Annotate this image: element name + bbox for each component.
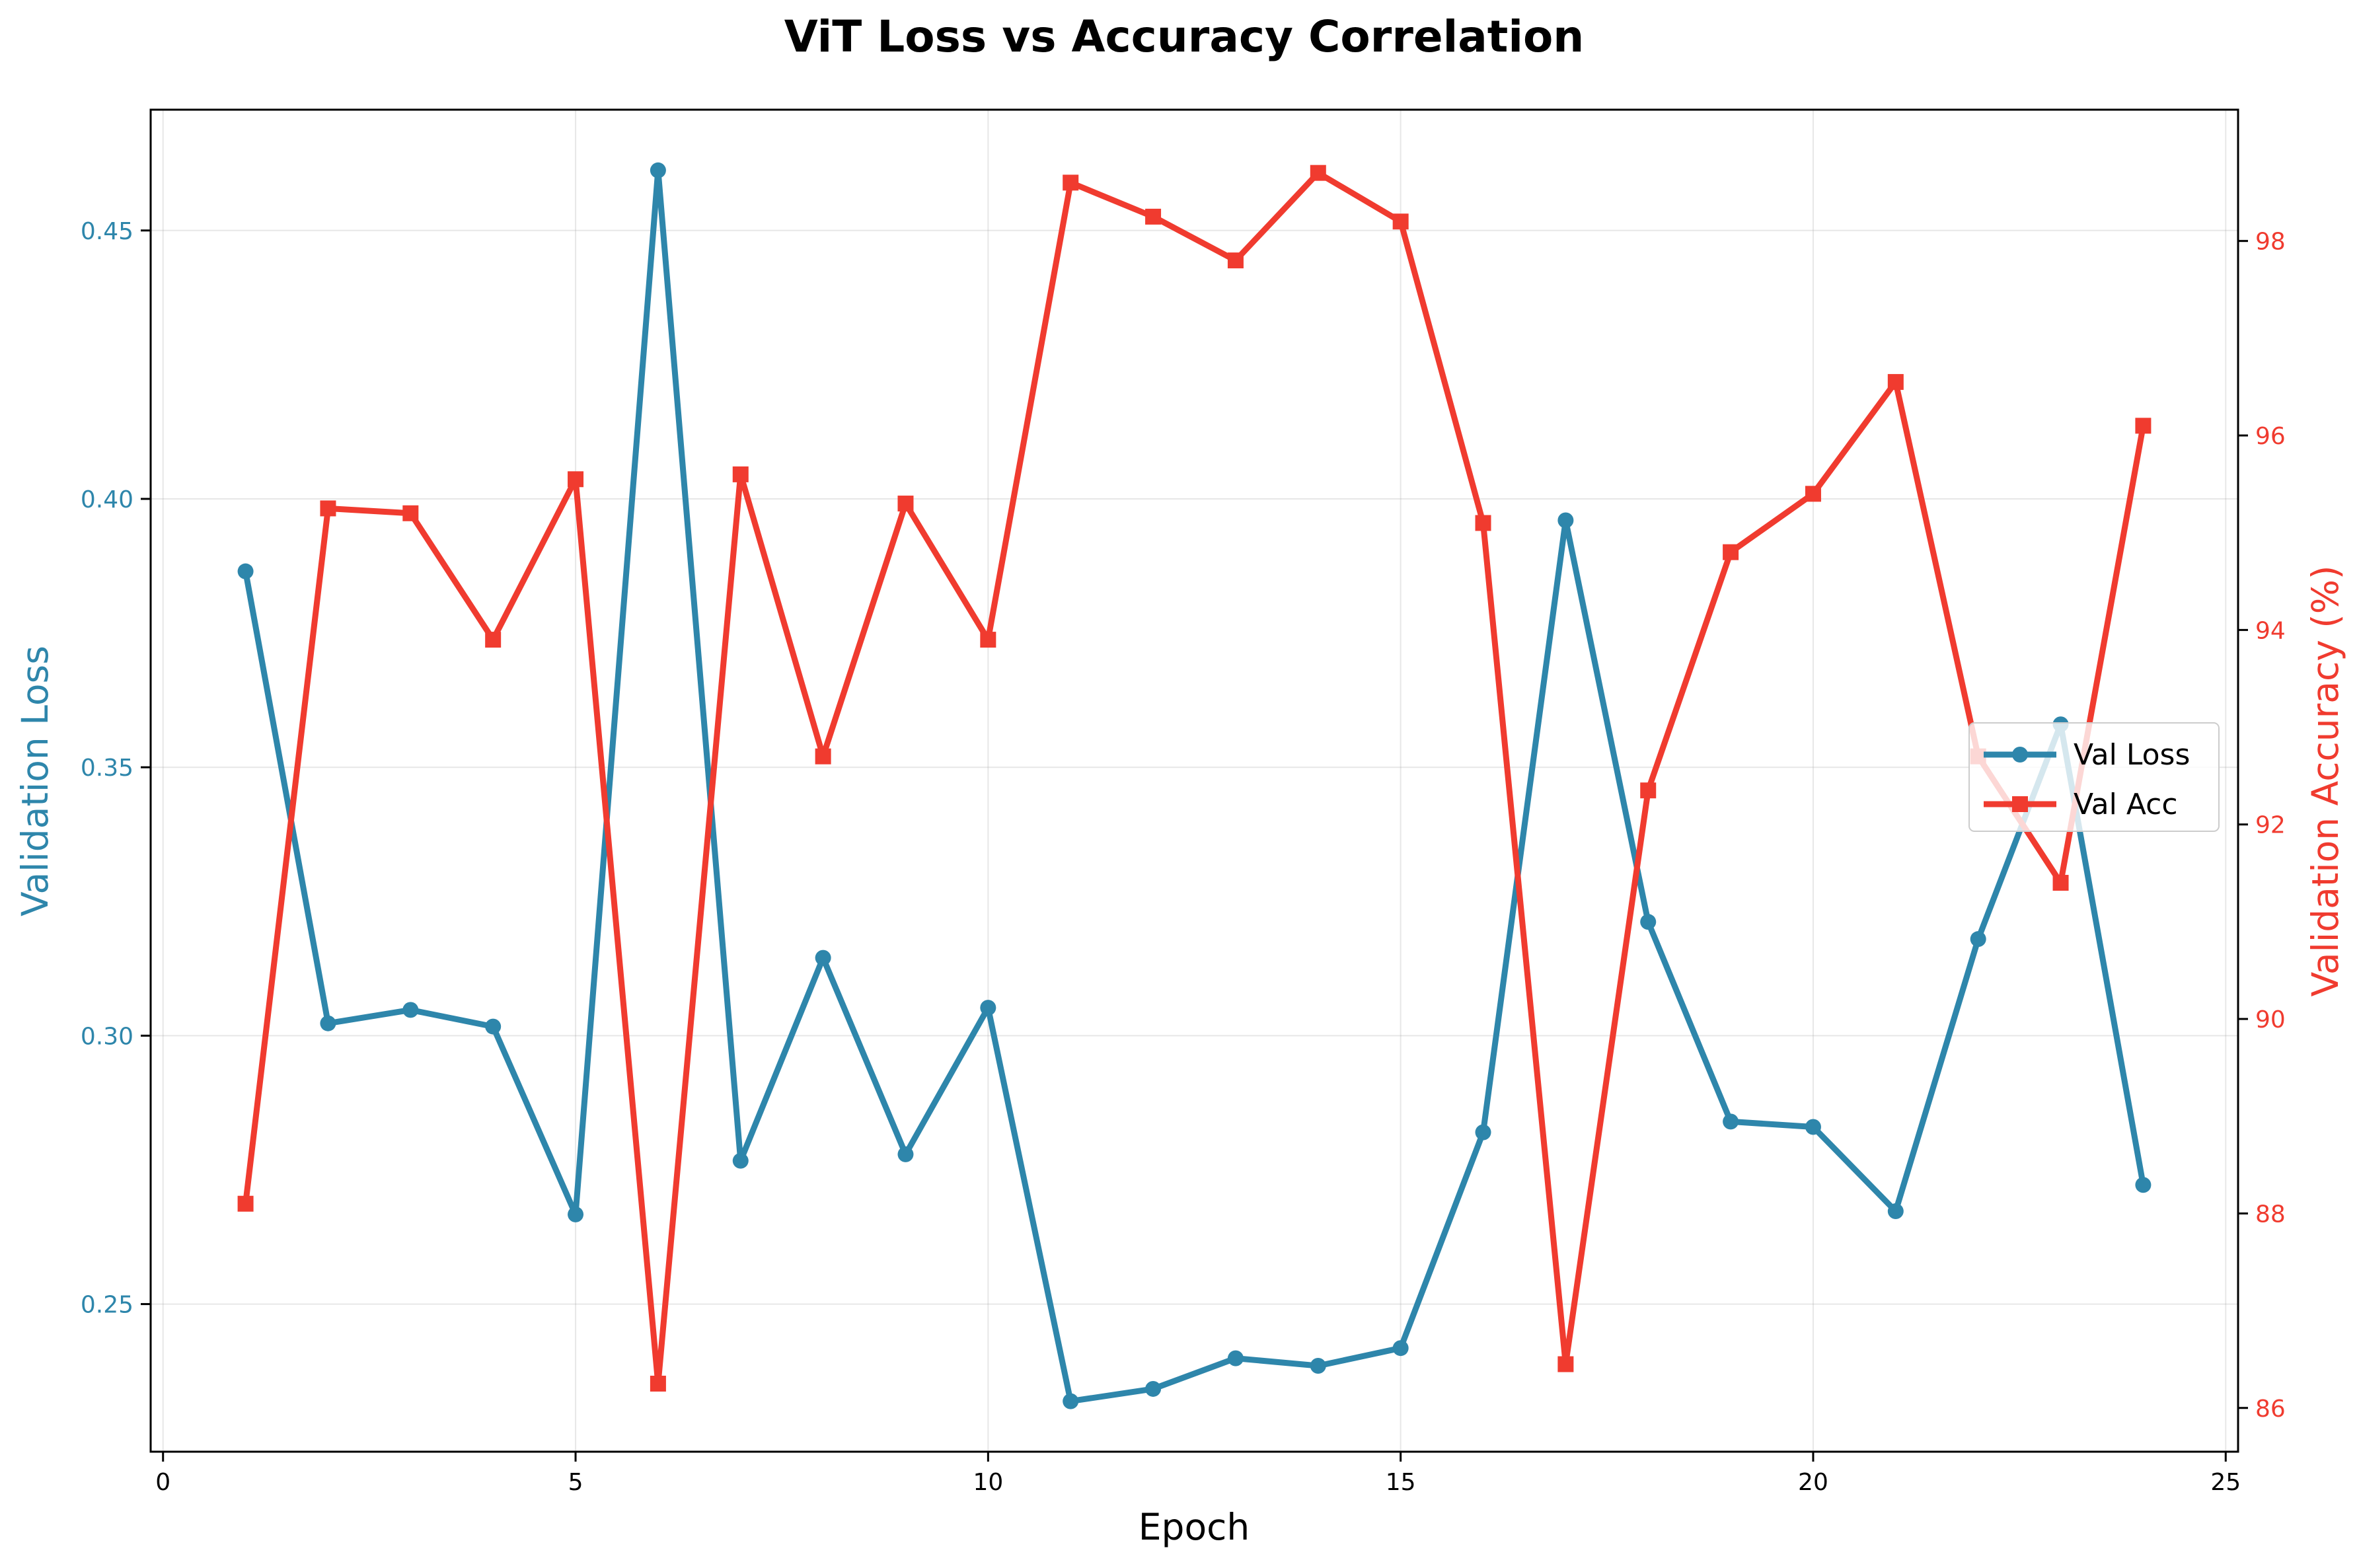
chart-title: ViT Loss vs Accuracy Correlation (784, 11, 1585, 62)
x-tick-label: 10 (973, 1469, 1003, 1496)
data-point (1640, 782, 1657, 799)
data-point (1805, 1119, 1821, 1135)
data-point (732, 1152, 749, 1169)
series-line-val-acc (243, 170, 2146, 1387)
data-point (485, 632, 502, 648)
series-line-val-loss (243, 167, 2146, 1405)
data-point (1310, 1358, 1326, 1374)
x-tick-label: 20 (1798, 1469, 1828, 1496)
y-right-axis-label: Validation Accuracy (%) (2304, 566, 2346, 997)
data-point (1805, 486, 1821, 502)
legend-label-val-acc: Val Acc (2074, 788, 2178, 821)
data-point (1723, 1113, 1739, 1130)
data-point (980, 1000, 996, 1016)
data-point (1640, 914, 1657, 930)
data-point (1392, 1340, 1409, 1357)
data-point (815, 748, 831, 765)
data-point (1475, 515, 1491, 531)
data-point (1227, 252, 1244, 269)
data-point (485, 1018, 502, 1035)
data-point (1063, 174, 1079, 191)
data-point (815, 950, 831, 966)
data-point (402, 505, 419, 521)
data-point (1145, 208, 1162, 225)
data-point (568, 471, 584, 488)
x-tick-label: 15 (1386, 1469, 1416, 1496)
y-right-tick-label: 98 (2255, 229, 2286, 256)
x-tick-label: 5 (568, 1469, 583, 1496)
y-left-tick-label: 0.45 (81, 218, 133, 245)
data-point (402, 1002, 419, 1018)
y-left-tick-label: 0.25 (81, 1292, 133, 1319)
y-right-tick-label: 86 (2255, 1396, 2286, 1423)
legend-marker-val-acc (2012, 796, 2028, 812)
data-point (1887, 1203, 1904, 1220)
y-left-axis-label: Validation Loss (14, 646, 56, 916)
data-point (897, 1146, 914, 1162)
data-point (1970, 931, 1986, 948)
y-left-tick-label: 0.30 (81, 1023, 133, 1050)
data-point (1227, 1350, 1244, 1366)
y-right-axis-ticks: 86 88 90 92 94 96 98 (2238, 229, 2286, 1423)
legend-marker-val-loss (2012, 747, 2028, 763)
data-point (897, 496, 914, 512)
y-right-tick-label: 94 (2255, 617, 2286, 644)
legend-label-val-loss: Val Loss (2074, 738, 2190, 772)
data-point (732, 466, 749, 482)
x-tick-label: 25 (2210, 1469, 2241, 1496)
data-point (2135, 418, 2152, 434)
data-point (1392, 213, 1409, 230)
data-point (1145, 1380, 1162, 1397)
data-point (237, 1195, 254, 1212)
y-right-tick-label: 96 (2255, 423, 2286, 450)
data-point (237, 563, 254, 579)
x-axis-ticks: 0 5 10 15 20 25 (155, 1452, 2241, 1496)
data-point (1887, 374, 1904, 391)
data-point (650, 1375, 666, 1392)
y-left-axis-ticks: 0.25 0.30 0.35 0.40 0.45 (81, 218, 151, 1319)
data-point (1310, 165, 1326, 181)
data-point (320, 1015, 336, 1031)
y-right-tick-label: 90 (2255, 1006, 2286, 1033)
data-point (980, 632, 996, 648)
x-tick-label: 0 (155, 1469, 170, 1496)
data-point (2052, 875, 2069, 891)
data-point (320, 500, 336, 517)
plot-frame (149, 108, 2239, 1453)
y-right-tick-label: 88 (2255, 1201, 2286, 1228)
data-point (1063, 1393, 1079, 1409)
legend: Val Loss Val Acc (1968, 722, 2220, 832)
data-point (568, 1206, 584, 1222)
data-point (1557, 1356, 1574, 1372)
y-left-tick-label: 0.35 (81, 755, 133, 782)
data-point (650, 162, 666, 178)
series-val-loss (237, 162, 2152, 1409)
data-point (2135, 1177, 2152, 1193)
y-right-tick-label: 92 (2255, 812, 2286, 839)
data-point (1557, 512, 1574, 529)
data-point (1723, 544, 1739, 560)
x-axis-label: Epoch (1139, 1506, 1250, 1548)
y-left-tick-label: 0.40 (81, 486, 133, 513)
data-point (1475, 1124, 1491, 1140)
